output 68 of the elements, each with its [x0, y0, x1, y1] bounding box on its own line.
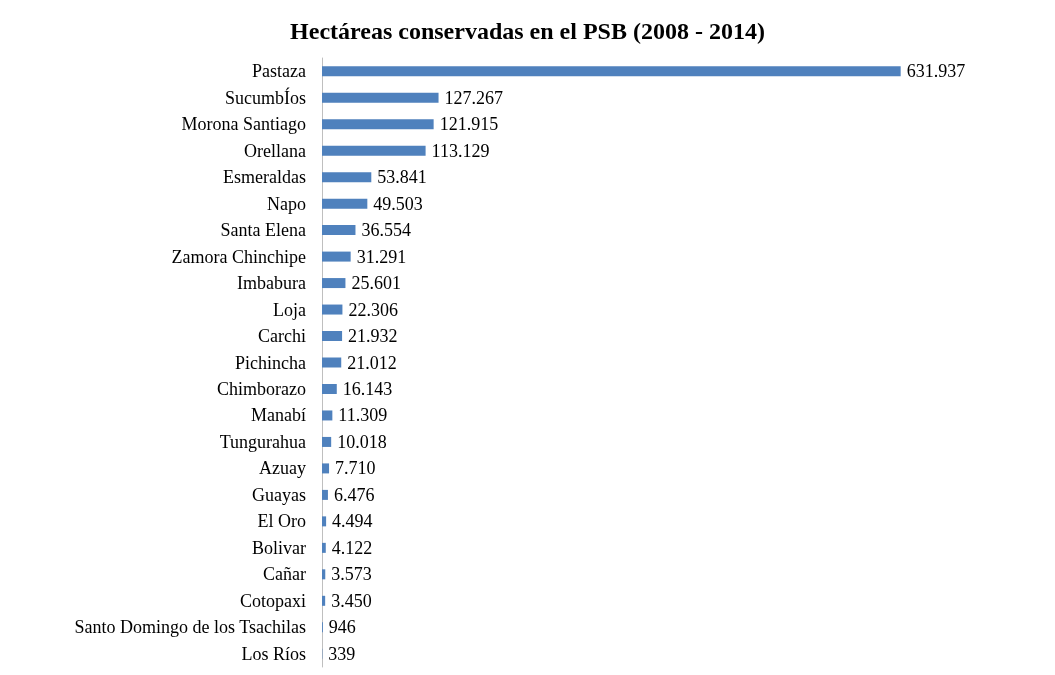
- bar: [322, 542, 326, 553]
- y-tick-label: El Oro: [257, 511, 306, 532]
- bar: [322, 595, 326, 606]
- y-tick-label: Santa Elena: [220, 220, 307, 241]
- bar: [322, 66, 901, 77]
- bar: [322, 251, 351, 262]
- data-label: 10.018: [337, 431, 387, 452]
- bar: [322, 569, 326, 580]
- data-label: 3.573: [331, 564, 372, 585]
- bar: [322, 331, 343, 342]
- data-label: 631.937: [906, 61, 966, 82]
- data-label: 6.476: [333, 484, 375, 505]
- y-tick-label: Imbabura: [237, 273, 307, 294]
- data-label: 7.710: [335, 458, 376, 479]
- bar: [322, 119, 434, 130]
- data-label: 339: [328, 643, 356, 664]
- data-label: 946: [328, 617, 356, 638]
- data-label: 53.841: [377, 167, 427, 188]
- y-tick-label: Santo Domingo de los Tsachilas: [74, 617, 306, 638]
- bar: [322, 172, 372, 183]
- y-tick-label: Bolivar: [252, 537, 306, 558]
- y-tick-label: Esmeraldas: [223, 167, 306, 188]
- y-tick-label: Los Ríos: [241, 643, 306, 664]
- bar: [322, 383, 337, 394]
- y-tick-label: Cañar: [263, 564, 306, 585]
- bar: [322, 436, 332, 447]
- data-label: 31.291: [356, 246, 407, 267]
- y-tick-label: Loja: [273, 299, 306, 320]
- y-tick-label: Napo: [267, 193, 306, 214]
- bar: [322, 278, 346, 289]
- y-tick-label: Zamora Chinchipe: [171, 246, 306, 267]
- data-label: 121.915: [439, 114, 499, 135]
- y-tick-label: Morona Santiago: [181, 114, 306, 135]
- y-tick-label: Orellana: [244, 140, 306, 161]
- data-label: 22.306: [348, 299, 398, 320]
- data-label: 4.494: [332, 511, 373, 532]
- data-label: 3.450: [331, 590, 372, 611]
- bar: [322, 357, 342, 368]
- data-label: 21.012: [347, 352, 397, 373]
- chart-title: Hectáreas conservadas en el PSB (2008 - 2014): [290, 18, 765, 44]
- data-label: 49.503: [373, 193, 423, 214]
- data-label: 25.601: [351, 273, 401, 294]
- bar: [322, 225, 356, 236]
- y-tick-label: Tungurahua: [219, 431, 306, 452]
- y-tick-label: Cotopaxi: [240, 590, 306, 611]
- bar: [322, 463, 330, 474]
- bar: [322, 92, 439, 103]
- y-tick-label: SucumbÍos: [225, 86, 306, 108]
- y-tick-label: Pastaza: [252, 61, 306, 82]
- y-tick-label: Pichincha: [235, 352, 307, 373]
- data-label: 11.309: [338, 405, 388, 426]
- data-label: 16.143: [342, 378, 393, 399]
- data-label: 127.267: [444, 87, 504, 108]
- y-tick-label: Manabí: [251, 405, 306, 426]
- bar: [322, 304, 343, 315]
- y-tick-label: Chimborazo: [217, 378, 306, 399]
- bar: [322, 489, 328, 500]
- bar: [322, 516, 327, 527]
- y-tick-label: Guayas: [252, 484, 306, 505]
- data-label: 21.932: [348, 326, 398, 347]
- bar: [322, 410, 333, 421]
- data-label: 113.129: [431, 140, 490, 161]
- bar: [322, 198, 368, 209]
- y-tick-label: Azuay: [259, 458, 306, 479]
- bar: [322, 145, 426, 156]
- y-tick-label: Carchi: [258, 326, 306, 347]
- data-label: 36.554: [361, 220, 411, 241]
- data-label: 4.122: [331, 537, 373, 558]
